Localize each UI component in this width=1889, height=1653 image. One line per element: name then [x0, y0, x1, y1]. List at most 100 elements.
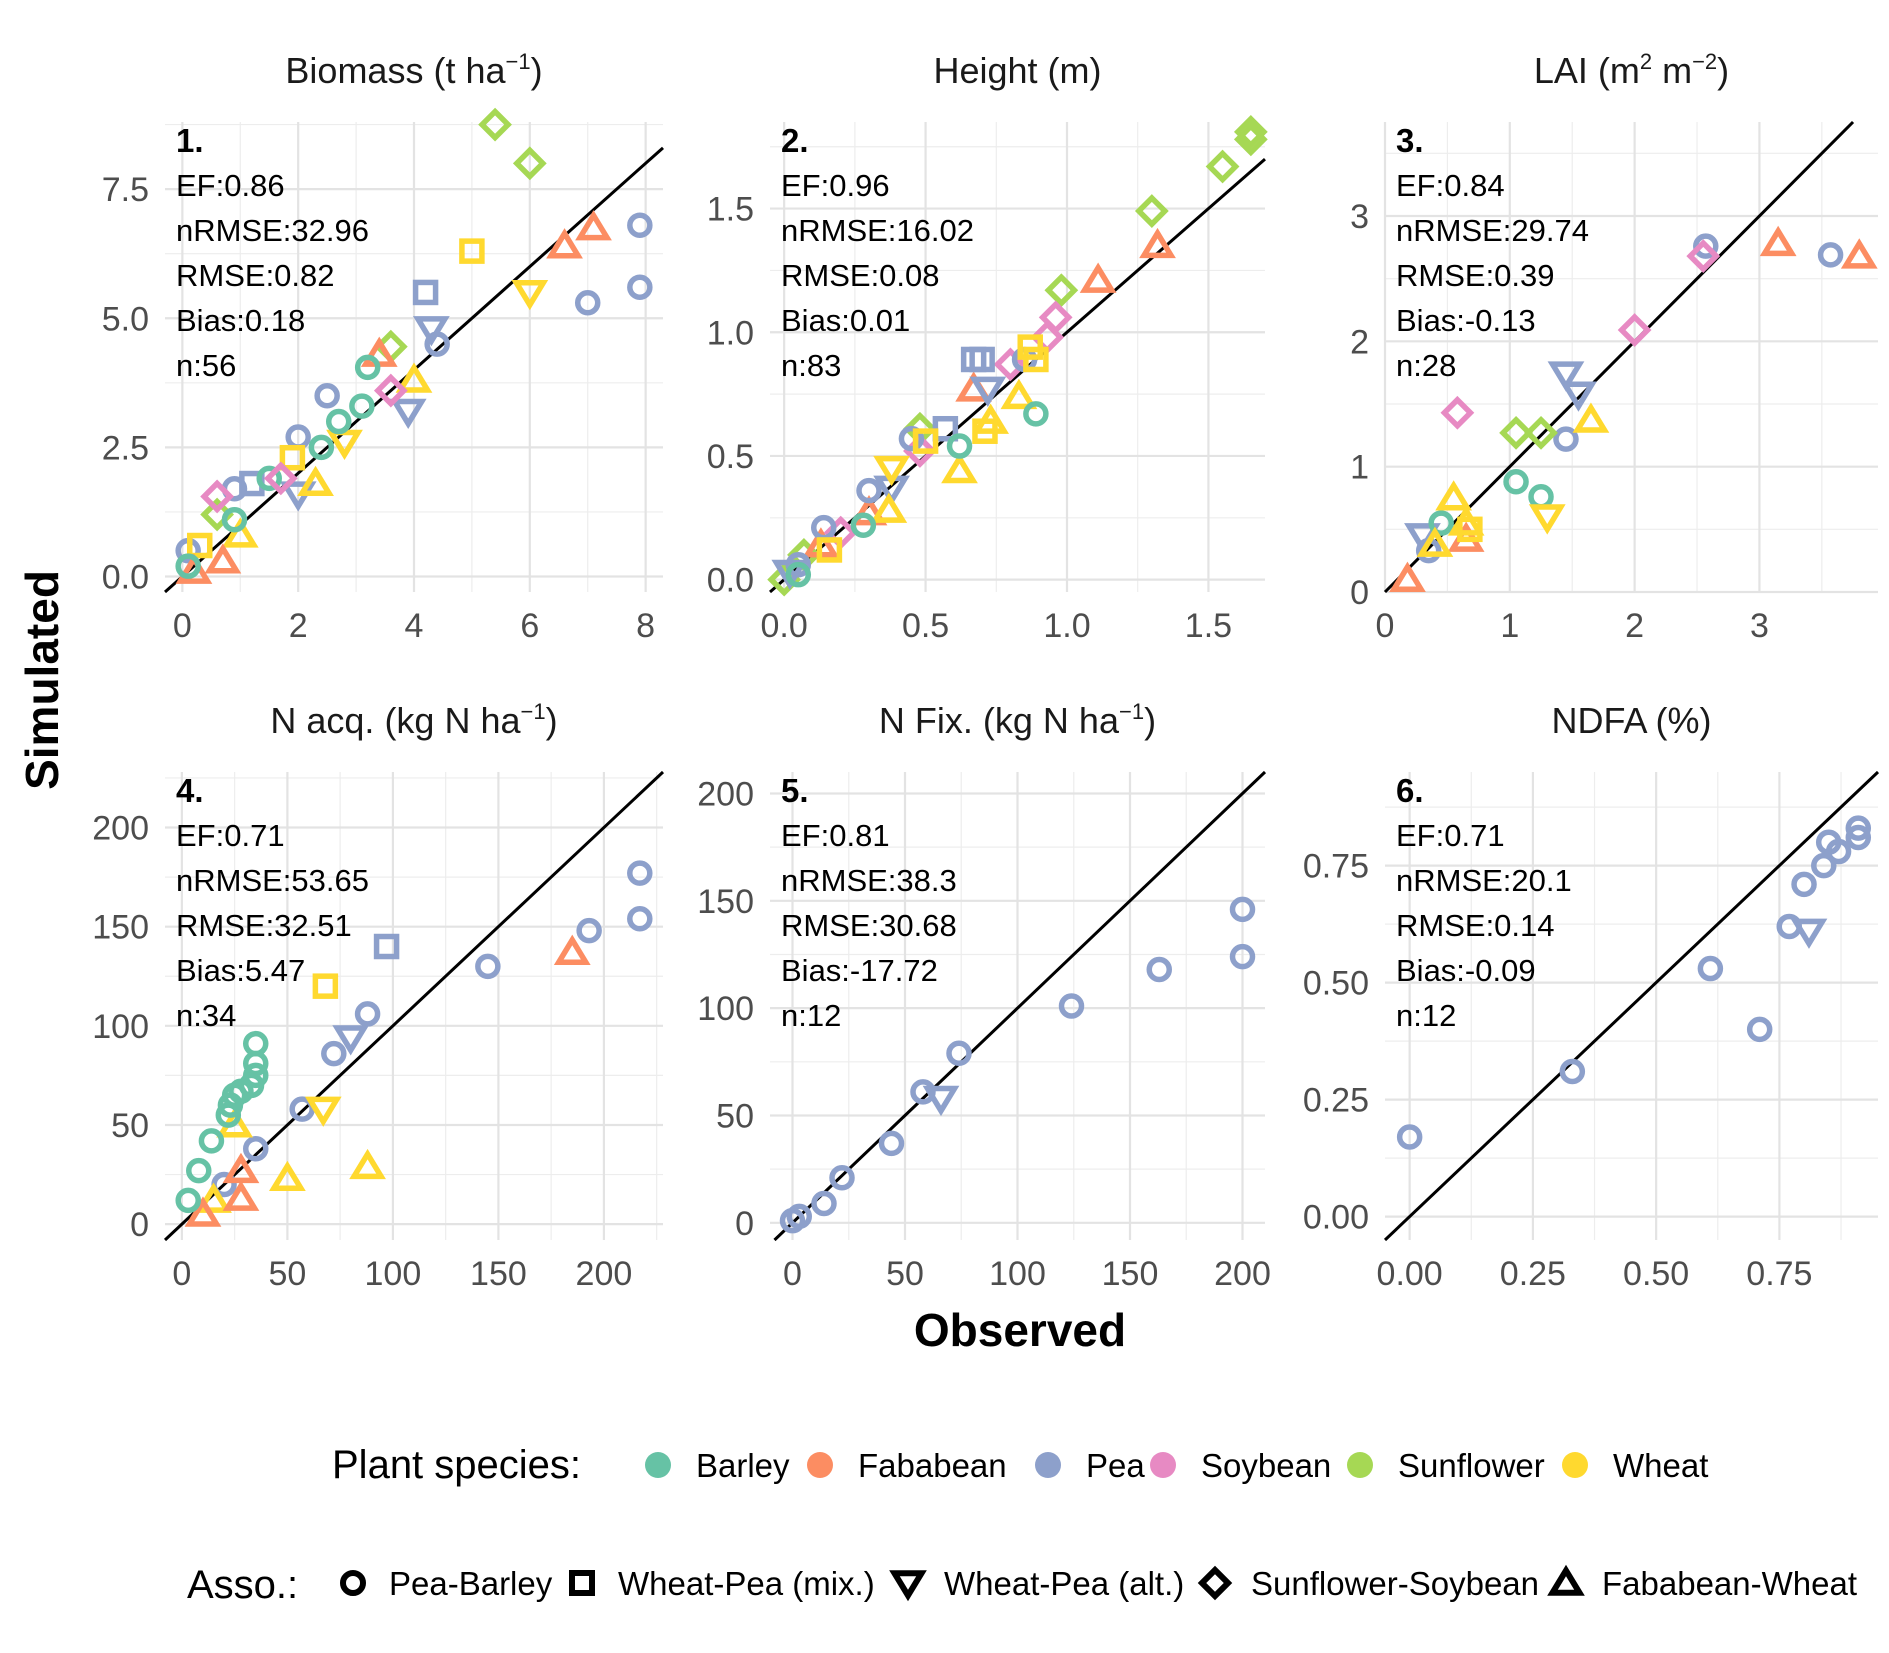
stat-label: EF:0.81 — [781, 818, 890, 853]
x-tick-label: 0 — [173, 607, 192, 645]
data-point — [771, 559, 809, 591]
y-tick-label: 0.5 — [707, 438, 754, 476]
data-point — [1457, 516, 1483, 543]
data-point — [946, 1040, 972, 1066]
data-point — [1528, 483, 1554, 510]
y-tick-label: 50 — [716, 1097, 754, 1135]
data-point — [575, 210, 612, 241]
x-tick-label: 0.5 — [902, 607, 949, 645]
stat-label: nRMSE:20.1 — [1396, 863, 1572, 898]
data-point — [878, 1130, 905, 1157]
y-tick-label: 0 — [130, 1206, 149, 1244]
stat-label: n:83 — [781, 348, 841, 383]
data-point — [910, 1079, 936, 1105]
panel-number: 1. — [176, 122, 204, 159]
identity-line — [773, 770, 1267, 1242]
x-tick-label: 50 — [886, 1255, 924, 1293]
data-point — [395, 362, 433, 393]
stat-label: EF:0.71 — [1396, 818, 1505, 853]
data-point — [1845, 824, 1872, 851]
legend-species-label: Fababean — [858, 1447, 1007, 1484]
data-point — [553, 934, 591, 965]
y-tick-label: 50 — [111, 1107, 149, 1145]
data-point — [222, 1180, 260, 1211]
panel-title: N acq. (kg N ha−1) — [270, 699, 557, 741]
stat-label: EF:0.84 — [1396, 168, 1505, 203]
x-tick-label: 200 — [576, 1255, 633, 1293]
data-point — [1811, 852, 1837, 879]
gridlines — [770, 122, 1265, 592]
y-tick-label: 0.25 — [1303, 1082, 1369, 1120]
data-point — [546, 228, 583, 259]
legend-species-key — [1347, 1452, 1373, 1478]
legend-association-label: Wheat-Pea (alt.) — [944, 1565, 1184, 1602]
data-point — [850, 512, 877, 538]
legend-species-key — [1150, 1452, 1176, 1478]
data-point — [1440, 395, 1475, 430]
data-point — [389, 398, 427, 430]
data-point — [898, 425, 925, 452]
stat-label: EF:0.96 — [781, 168, 890, 203]
y-tick-label: 0.0 — [102, 559, 149, 597]
data-point — [1435, 480, 1473, 511]
x-tick-label: 0 — [783, 1255, 802, 1293]
panel-number: 2. — [781, 122, 809, 159]
panel-number: 5. — [781, 772, 809, 809]
data-point — [779, 1207, 806, 1234]
data-point — [1139, 227, 1176, 259]
facet-panel: 0 2 4 6 8 0.0 2.5 5.0 7.5 Biomass (t ha−1) 1. EF:0.… — [102, 49, 664, 645]
stat-label: n:56 — [176, 348, 236, 383]
y-tick-label: 150 — [92, 909, 149, 947]
data-point — [816, 537, 843, 563]
x-tick-label: 3 — [1750, 607, 1769, 645]
x-tick-label: 0.0 — [761, 607, 808, 645]
data-point — [785, 561, 812, 588]
stat-label: EF:0.71 — [176, 818, 285, 853]
data-point — [627, 274, 653, 301]
data-point — [1229, 943, 1256, 970]
legend-species-key — [645, 1452, 671, 1478]
panel-title: Height (m) — [933, 50, 1101, 91]
x-tick-label: 100 — [989, 1255, 1046, 1293]
data-point — [1559, 1058, 1586, 1085]
legend-shape-key — [1197, 1565, 1233, 1601]
y-tick-label: 2 — [1350, 323, 1369, 361]
legend-shape-key — [569, 1570, 595, 1596]
x-tick-label: 4 — [405, 607, 424, 645]
stat-label: nRMSE:38.3 — [781, 863, 957, 898]
x-tick-label: 200 — [1214, 1255, 1271, 1293]
panel-title: LAI (m2 m−2) — [1534, 49, 1729, 91]
legend-species-key — [1562, 1452, 1588, 1478]
data-point — [850, 495, 888, 526]
data-points — [767, 115, 1268, 597]
legend-species-label: Soybean — [1201, 1447, 1331, 1484]
data-point — [222, 1152, 260, 1184]
data-point — [478, 107, 512, 142]
stat-label: RMSE:0.82 — [176, 258, 335, 293]
x-tick-label: 0.75 — [1746, 1255, 1812, 1293]
data-point — [1617, 313, 1652, 347]
data-point — [198, 1128, 225, 1154]
legend-shape-key — [340, 1570, 366, 1596]
data-points — [1389, 225, 1878, 592]
data-point — [1503, 468, 1529, 495]
panel-number: 3. — [1396, 122, 1424, 159]
legend-association-label: Pea-Barley — [389, 1565, 553, 1602]
data-point — [1825, 838, 1852, 865]
data-point — [912, 428, 939, 454]
legend-association-title: Asso.: — [187, 1563, 298, 1607]
stat-label: n:12 — [781, 998, 841, 1033]
x-tick-label: 6 — [520, 607, 539, 645]
data-point — [242, 1030, 269, 1057]
x-tick-label: 100 — [365, 1255, 422, 1293]
legend-association-label: Sunflower-Soybean — [1251, 1565, 1539, 1602]
x-tick-label: 1.5 — [1185, 607, 1232, 645]
legend-species-title: Plant species: — [332, 1443, 581, 1487]
legend-shape-key — [1547, 1564, 1585, 1596]
y-tick-label: 7.5 — [102, 171, 149, 209]
data-point — [204, 543, 242, 574]
data-point — [175, 1187, 201, 1214]
data-point — [1791, 871, 1817, 898]
data-points — [779, 896, 1256, 1234]
